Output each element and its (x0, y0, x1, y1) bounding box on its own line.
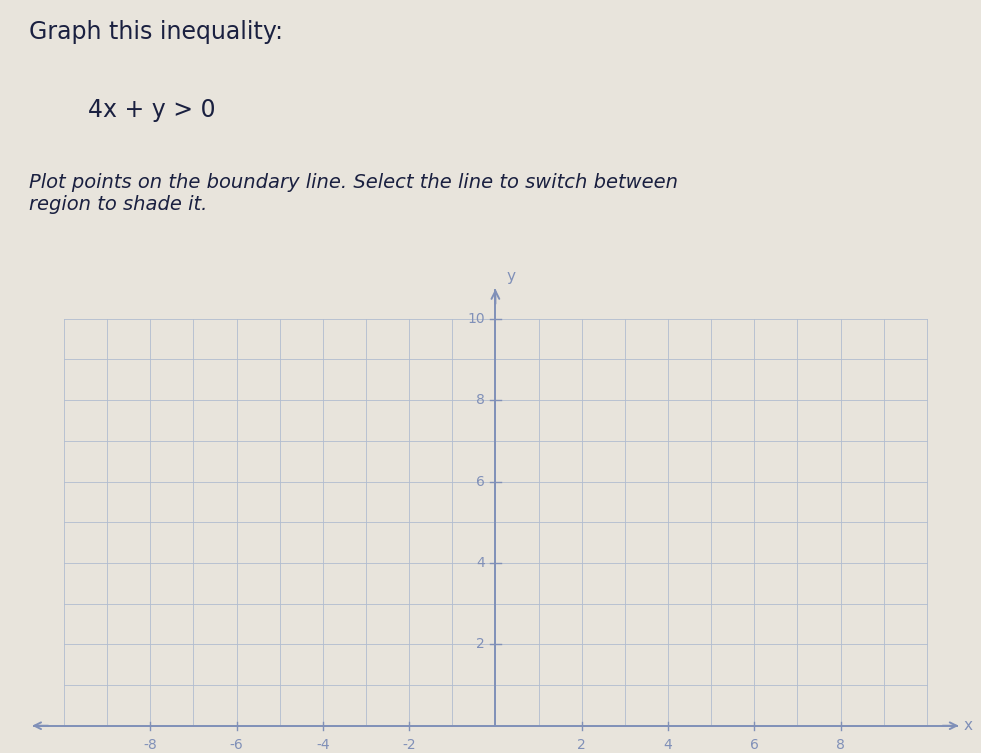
Text: y: y (506, 269, 515, 284)
Text: 10: 10 (467, 312, 485, 326)
Text: 6: 6 (476, 474, 485, 489)
Text: Graph this inequality:: Graph this inequality: (29, 20, 284, 44)
Text: 8: 8 (836, 738, 845, 752)
Text: Plot points on the boundary line. Select the line to switch between
region to sh: Plot points on the boundary line. Select… (29, 172, 679, 214)
Text: -6: -6 (230, 738, 243, 752)
Text: -4: -4 (316, 738, 330, 752)
Text: 4: 4 (476, 556, 485, 570)
Text: 2: 2 (578, 738, 586, 752)
Text: -8: -8 (143, 738, 157, 752)
Text: x: x (963, 718, 972, 733)
Text: 8: 8 (476, 393, 485, 407)
Text: -2: -2 (402, 738, 416, 752)
Text: 4: 4 (663, 738, 672, 752)
Text: 2: 2 (476, 637, 485, 651)
Text: 4x + y > 0: 4x + y > 0 (88, 98, 216, 121)
Text: 6: 6 (749, 738, 758, 752)
